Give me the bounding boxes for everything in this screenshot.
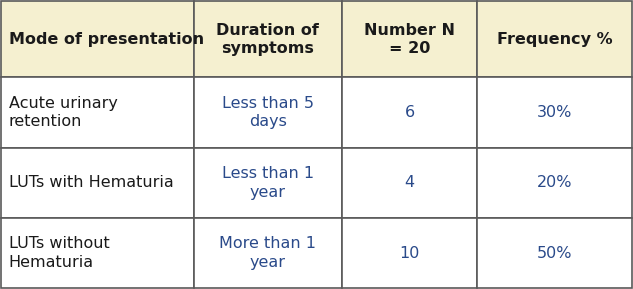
Text: 50%: 50% [537, 246, 572, 261]
Bar [477, 77, 632, 148]
Text: Less than 1
year: Less than 1 year [222, 166, 314, 200]
Bar [342, 218, 477, 288]
Text: 4: 4 [404, 175, 415, 190]
Text: LUTs with Hematuria: LUTs with Hematuria [9, 175, 173, 190]
Bar [477, 218, 632, 288]
Text: 20%: 20% [537, 175, 572, 190]
Bar [194, 77, 342, 148]
Bar [342, 148, 477, 218]
Bar [1, 77, 194, 148]
Text: 6: 6 [404, 105, 415, 120]
Bar [1, 148, 194, 218]
Bar [477, 148, 632, 218]
Text: 30%: 30% [537, 105, 572, 120]
Bar [1, 218, 194, 288]
Text: LUTs without
Hematuria: LUTs without Hematuria [9, 236, 110, 270]
Bar [342, 1, 477, 77]
Bar [194, 148, 342, 218]
Text: Mode of presentation: Mode of presentation [9, 32, 204, 47]
Text: Number N
= 20: Number N = 20 [364, 23, 455, 56]
Text: Frequency %: Frequency % [497, 32, 612, 47]
Bar [477, 1, 632, 77]
Bar [194, 218, 342, 288]
Text: 10: 10 [399, 246, 420, 261]
Text: Less than 5
days: Less than 5 days [222, 96, 313, 129]
Bar [342, 77, 477, 148]
Text: Duration of
symptoms: Duration of symptoms [216, 23, 319, 56]
Bar [1, 1, 194, 77]
Text: More than 1
year: More than 1 year [219, 236, 316, 270]
Bar [194, 1, 342, 77]
Text: Acute urinary
retention: Acute urinary retention [9, 96, 118, 129]
